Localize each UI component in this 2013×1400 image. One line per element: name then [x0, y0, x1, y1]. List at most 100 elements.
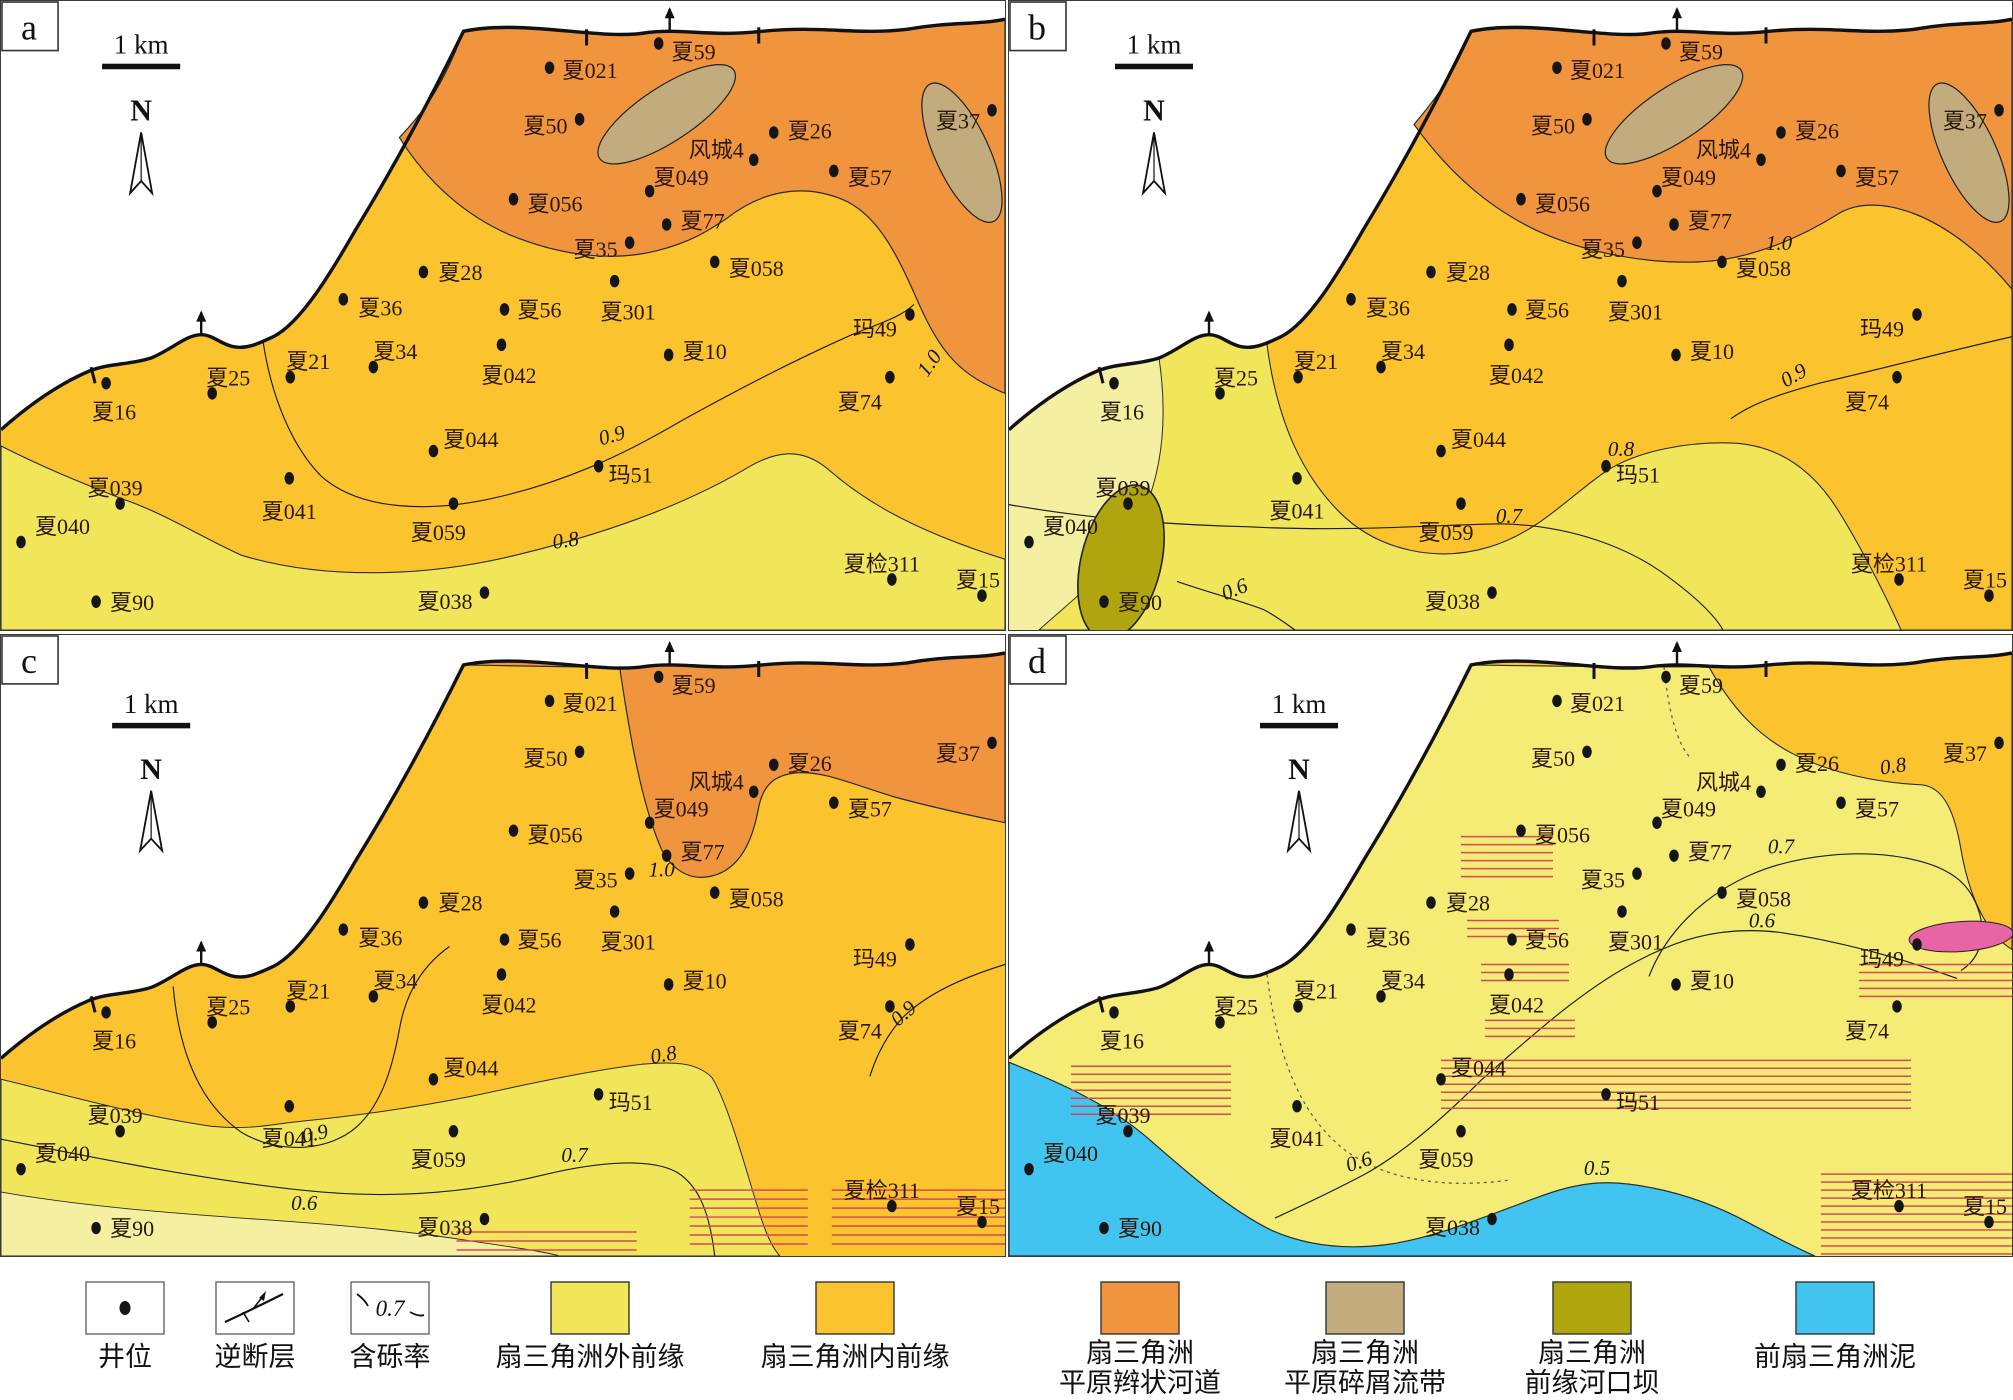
well-dot [1456, 497, 1466, 510]
well-label: 玛49 [1860, 317, 1904, 342]
well-dot [1582, 745, 1592, 759]
panel-letter-box [1, 1, 59, 52]
well-marker: 夏57 [1836, 796, 1899, 822]
well-dot [1661, 670, 1671, 684]
well-dot [1376, 360, 1386, 374]
well-label: 玛51 [1616, 1090, 1660, 1115]
well-label: 夏35 [1581, 868, 1625, 893]
well-marker: 夏77 [1669, 840, 1732, 865]
well-marker: 夏77 [1669, 208, 1732, 234]
well-dot [1215, 387, 1225, 400]
well-label: 夏059 [1419, 520, 1474, 545]
well-label: 夏28 [438, 891, 482, 916]
gravel-ratio-contour-label: 0.8 [1878, 752, 1908, 779]
north-label: N [1288, 753, 1310, 786]
well-marker: 夏90 [91, 1216, 154, 1241]
legend-label: 扇三角洲 [1311, 1338, 1419, 1368]
well-marker: 夏040 [1024, 1141, 1098, 1176]
legend-label: 扇三角洲 [1538, 1338, 1646, 1368]
well-label: 夏90 [110, 1216, 154, 1241]
well-marker: 夏056 [508, 823, 583, 848]
well-label: 夏049 [1661, 165, 1716, 190]
well-label: 夏26 [788, 751, 832, 776]
well-marker: 夏044 [428, 427, 498, 458]
well-dot [905, 308, 915, 321]
well-label: 夏16 [1100, 400, 1144, 425]
well-marker: 夏34 [368, 339, 417, 374]
well-marker: 夏25 [206, 994, 250, 1029]
well-marker: 夏15 [956, 567, 1000, 602]
gravel-ratio-contour-label: 0.6 [291, 1191, 318, 1215]
north-label: N [130, 93, 152, 127]
well-label: 夏15 [1963, 1194, 2007, 1219]
well-dot [887, 1199, 897, 1213]
well-label: 夏058 [729, 887, 784, 912]
well-label: 夏038 [417, 589, 472, 614]
map-furniture: 1 km N [1115, 29, 1193, 197]
well-dot [508, 192, 519, 206]
scale-bar-label: 1 km [114, 29, 169, 59]
well-label: 夏28 [1446, 891, 1490, 916]
well-marker: 夏37 [936, 103, 997, 133]
well-dot [1756, 153, 1766, 167]
well-dot [1292, 472, 1302, 485]
mouth-bar-stripes [456, 1231, 637, 1251]
well-marker: 夏25 [1214, 365, 1258, 400]
well-dot [418, 265, 429, 279]
legend-item: 井位 [85, 1281, 165, 1372]
facies-region [1009, 652, 2012, 1256]
well-label: 夏检311 [844, 1178, 920, 1203]
well-label: 夏74 [838, 1018, 882, 1043]
well-label: 夏044 [1451, 427, 1506, 452]
well-dot [1346, 293, 1356, 306]
mouth-bar-stripes [1441, 1059, 1911, 1109]
well-marker: 风城4 [1696, 770, 1766, 798]
well-label: 夏36 [358, 295, 402, 320]
well-dot [284, 1100, 295, 1113]
well-marker: 夏15 [956, 1194, 1000, 1229]
legend-label: 扇三角洲内前缘 [761, 1342, 950, 1372]
well-label: 夏059 [1419, 1147, 1474, 1172]
well-marker: 夏25 [1214, 994, 1258, 1029]
well-marker: 夏21 [1293, 349, 1338, 384]
well-marker: 夏039 [88, 1103, 143, 1138]
well-marker: 夏021 [1552, 691, 1625, 716]
well-marker: 夏056 [508, 191, 583, 216]
well-dot [977, 1215, 987, 1229]
well-dot [709, 886, 720, 899]
panel-letter: c [21, 641, 37, 681]
well-marker: 夏36 [1346, 923, 1410, 950]
well-dot [574, 745, 585, 759]
well-dot [1632, 236, 1642, 249]
well-dot [1894, 1199, 1904, 1213]
legend-label: 扇三角洲外前缘 [496, 1342, 685, 1372]
well-label: 夏040 [35, 1141, 90, 1166]
well-dot [887, 573, 897, 586]
well-label: 夏044 [443, 427, 498, 452]
well-dot [1836, 796, 1846, 809]
legend-label-line2: 平原碎屑流带 [1284, 1368, 1446, 1398]
legend-swatch [1552, 1281, 1632, 1335]
well-label: 夏56 [518, 297, 562, 322]
well-dot [207, 387, 218, 400]
gravel-ratio-contour-label: 0.9 [300, 1119, 331, 1148]
well-marker: 夏56 [499, 928, 562, 952]
well-marker: 夏检311 [1851, 551, 1927, 586]
well-dot [1632, 867, 1642, 880]
fault-decorations [1097, 7, 1768, 384]
well-marker: 夏50 [524, 113, 585, 138]
well-dot [1109, 376, 1119, 390]
well-label: 玛51 [609, 462, 653, 487]
well-marker: 夏25 [206, 365, 250, 400]
well-label: 夏35 [1581, 237, 1625, 262]
well-marker: 夏28 [418, 260, 482, 285]
well-marker: 夏042 [1489, 968, 1544, 1017]
well-marker: 夏038 [417, 1212, 490, 1240]
well-label: 夏16 [1100, 1028, 1144, 1053]
well-marker: 夏56 [499, 297, 562, 323]
well-dot [1717, 886, 1727, 899]
map-furniture: 1 km N [102, 29, 181, 197]
well-dot [1984, 589, 1994, 602]
legend-label: 扇三角洲 [1086, 1338, 1194, 1368]
well-label: 夏59 [672, 40, 716, 65]
